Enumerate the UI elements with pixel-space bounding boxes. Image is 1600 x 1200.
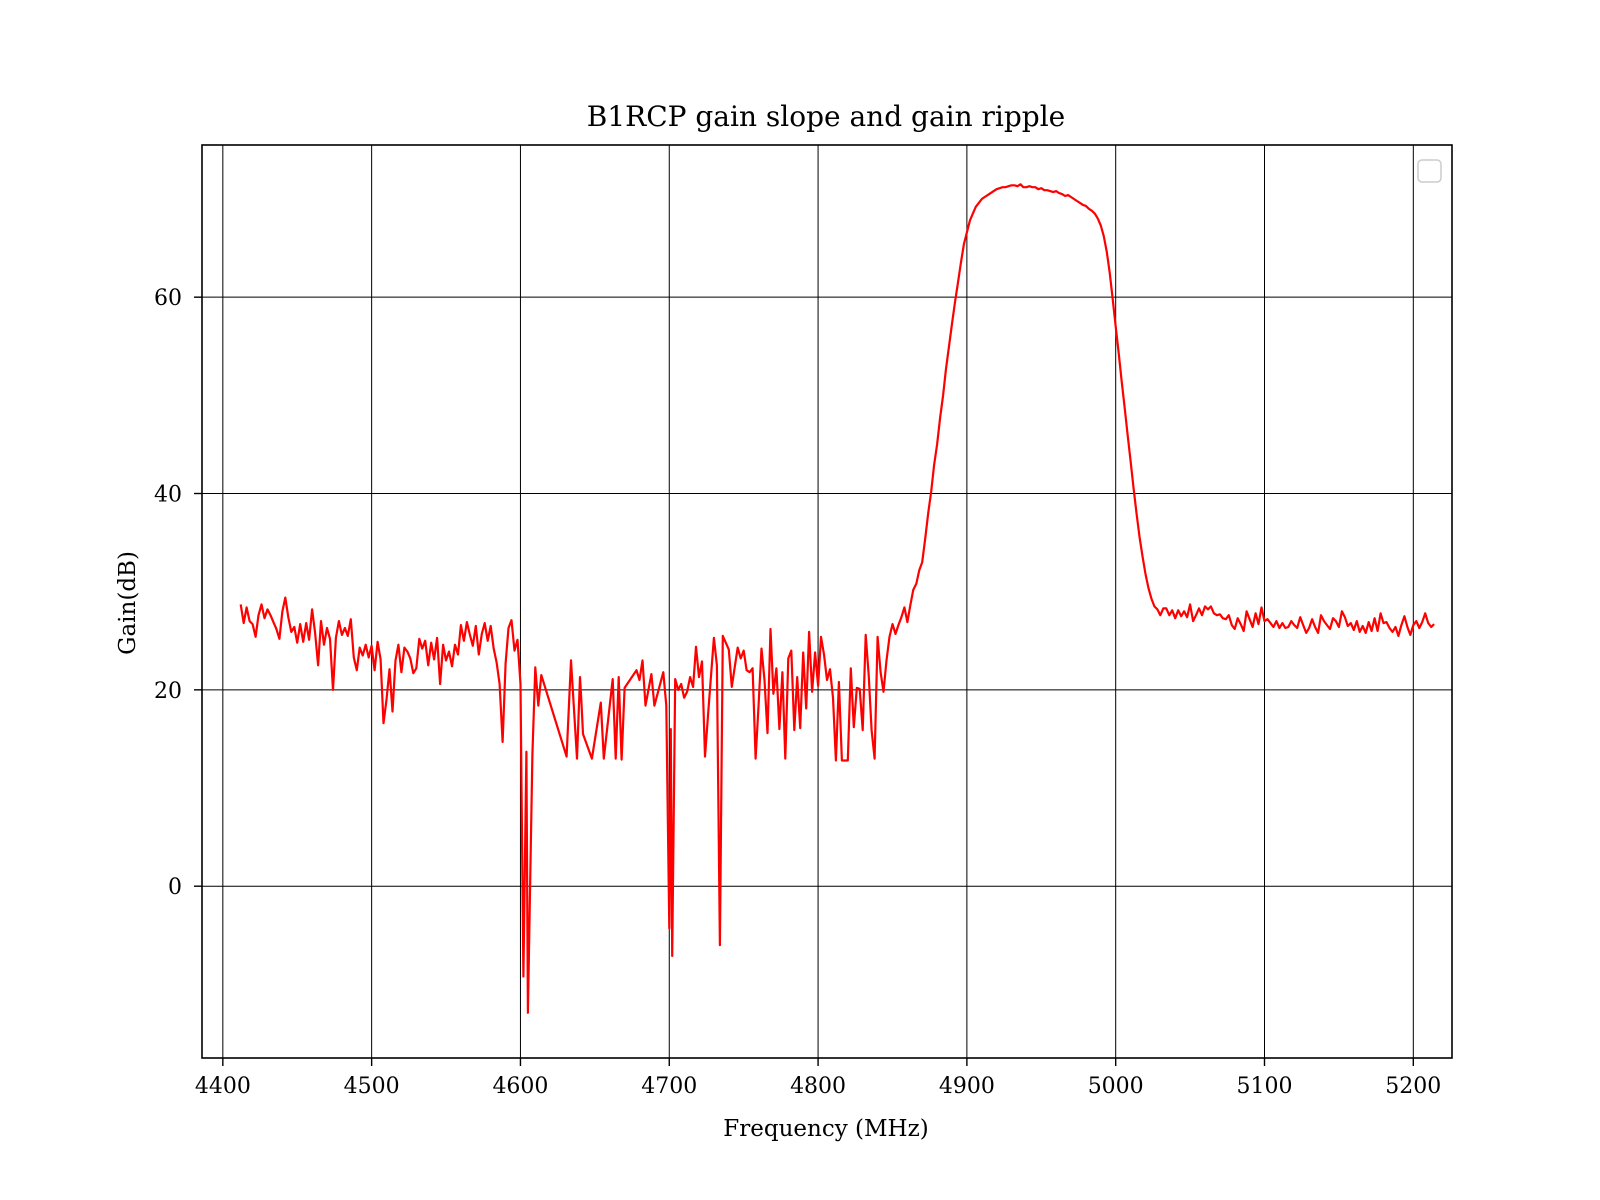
x-axis-ticks: 4400 4500 4600 4700 4800 4900 5000 5100 5200	[195, 1058, 1441, 1099]
x-tick-label-8: 5200	[1385, 1074, 1441, 1099]
series-line-0	[239, 183, 1435, 1014]
x-tick-label-6: 5000	[1088, 1074, 1144, 1099]
legend-box	[1417, 159, 1442, 183]
grid	[202, 145, 1452, 1058]
x-tick-label-7: 5100	[1237, 1074, 1293, 1099]
x-tick-label-3: 4700	[641, 1074, 697, 1099]
y-axis-label: Gain(dB)	[115, 551, 141, 655]
y-tick-label-3: 60	[154, 286, 182, 311]
x-tick-label-5: 4900	[939, 1074, 995, 1099]
y-tick-label-0: 0	[168, 875, 182, 900]
x-axis-label: Frequency (MHz)	[723, 1116, 928, 1142]
x-tick-label-0: 4400	[195, 1074, 251, 1099]
y-tick-label-2: 40	[154, 483, 182, 508]
y-tick-label-1: 20	[154, 679, 182, 704]
plot-frame	[201, 144, 1453, 1059]
y-axis-ticks: 0 20 40 60	[154, 286, 202, 900]
x-tick-label-4: 4800	[790, 1074, 846, 1099]
x-tick-label-1: 4500	[344, 1074, 400, 1099]
plot-area	[239, 183, 1435, 1014]
x-tick-label-2: 4600	[492, 1074, 548, 1099]
chart-title: B1RCP gain slope and gain ripple	[587, 100, 1066, 133]
